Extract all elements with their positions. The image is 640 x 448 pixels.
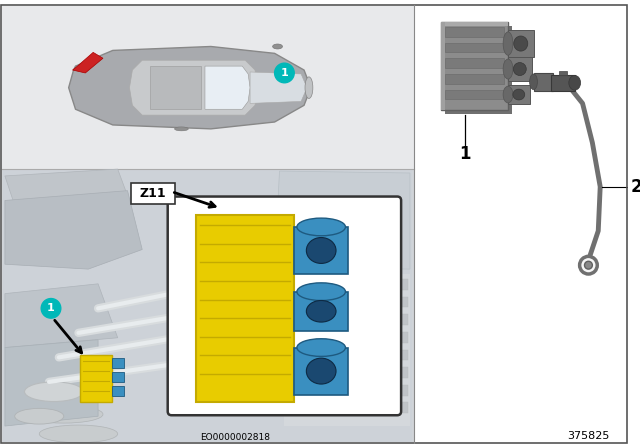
Bar	[286, 367, 408, 378]
Bar	[196, 215, 294, 401]
Ellipse shape	[273, 44, 282, 49]
Bar	[442, 22, 508, 26]
Bar	[2, 6, 414, 169]
FancyBboxPatch shape	[168, 197, 401, 415]
Bar	[286, 385, 408, 396]
Ellipse shape	[529, 74, 538, 90]
Bar	[81, 355, 112, 402]
Bar	[442, 22, 445, 110]
Ellipse shape	[514, 36, 528, 51]
Ellipse shape	[305, 77, 313, 99]
Text: 2: 2	[630, 178, 640, 196]
Ellipse shape	[297, 339, 346, 357]
Text: 1: 1	[280, 68, 288, 78]
Ellipse shape	[307, 358, 336, 384]
Ellipse shape	[503, 59, 513, 79]
Polygon shape	[5, 169, 127, 205]
Ellipse shape	[513, 63, 526, 76]
Ellipse shape	[307, 301, 336, 322]
Ellipse shape	[175, 127, 188, 131]
Text: 1: 1	[47, 303, 55, 313]
Circle shape	[275, 63, 294, 83]
Polygon shape	[5, 284, 118, 348]
Bar	[2, 169, 414, 442]
Circle shape	[584, 261, 593, 269]
Bar	[112, 372, 124, 382]
Bar	[3, 170, 412, 442]
Polygon shape	[205, 66, 250, 109]
Ellipse shape	[24, 382, 83, 401]
Bar	[294, 227, 348, 274]
Bar	[284, 274, 410, 426]
Polygon shape	[68, 47, 311, 129]
Bar	[286, 402, 408, 414]
Circle shape	[41, 298, 61, 318]
Bar	[286, 314, 408, 325]
Bar	[286, 332, 408, 343]
Bar	[445, 74, 504, 84]
Polygon shape	[250, 72, 307, 103]
Bar	[112, 358, 124, 368]
Bar	[508, 57, 532, 81]
Polygon shape	[150, 66, 201, 109]
Bar	[551, 75, 575, 90]
Text: 1: 1	[459, 145, 470, 164]
Polygon shape	[5, 191, 142, 269]
Text: 375825: 375825	[567, 431, 610, 441]
Circle shape	[580, 256, 597, 274]
Bar	[559, 71, 567, 75]
Ellipse shape	[503, 32, 513, 55]
Bar	[294, 292, 348, 331]
Bar	[445, 90, 504, 99]
Ellipse shape	[15, 409, 64, 424]
Polygon shape	[129, 60, 258, 115]
Bar	[508, 30, 534, 57]
FancyBboxPatch shape	[131, 183, 175, 204]
Bar	[445, 43, 504, 52]
Bar	[442, 22, 508, 110]
Text: EO0000002818: EO0000002818	[200, 433, 270, 442]
Polygon shape	[5, 340, 98, 426]
Ellipse shape	[297, 283, 346, 301]
Ellipse shape	[307, 237, 336, 263]
Bar	[294, 348, 348, 395]
Bar	[534, 73, 553, 90]
Ellipse shape	[24, 405, 103, 423]
Polygon shape	[72, 52, 103, 73]
Ellipse shape	[569, 75, 580, 90]
Bar	[286, 349, 408, 360]
Ellipse shape	[513, 89, 525, 100]
Ellipse shape	[297, 218, 346, 236]
Polygon shape	[275, 171, 410, 269]
Bar	[286, 279, 408, 290]
Bar	[112, 386, 124, 396]
Ellipse shape	[39, 425, 118, 443]
Bar	[508, 85, 529, 104]
Bar	[445, 26, 512, 114]
Bar	[445, 27, 504, 37]
Bar	[445, 58, 504, 68]
Ellipse shape	[29, 445, 108, 448]
Ellipse shape	[503, 86, 513, 103]
Bar	[286, 297, 408, 307]
Text: Z11: Z11	[140, 187, 166, 200]
